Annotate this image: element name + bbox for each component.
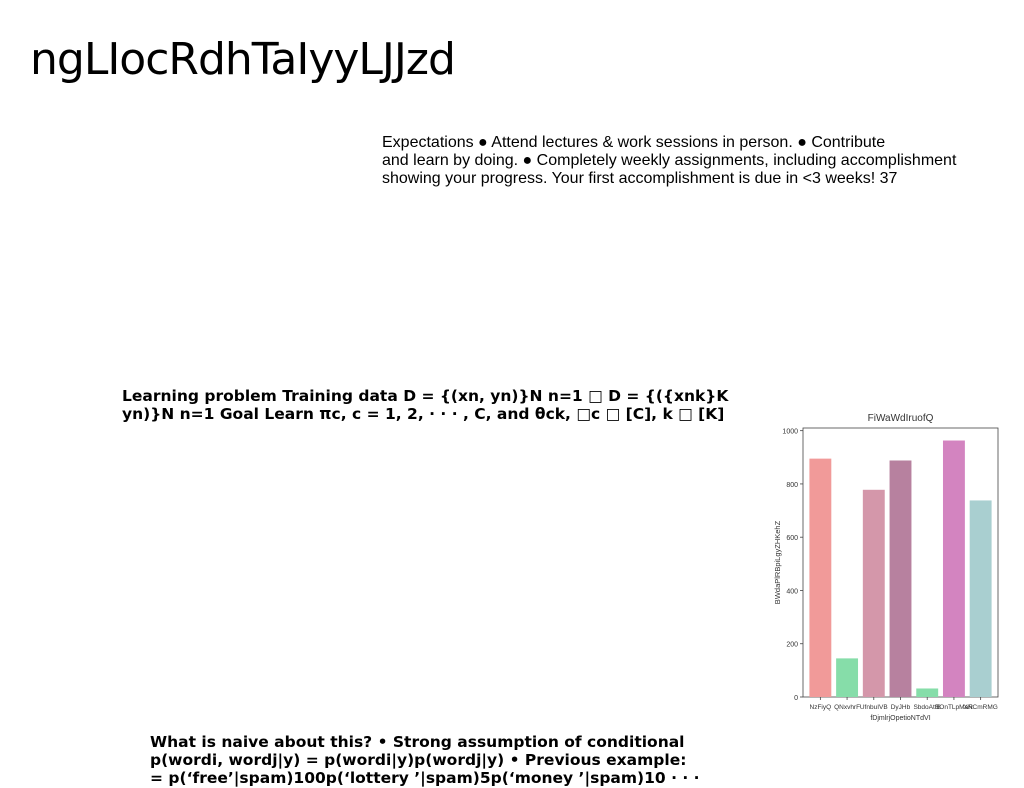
y-tick-label: 200 [786, 642, 798, 649]
bar [942, 440, 965, 697]
learning-problem-text: Learning problem Training data D = {(xn,… [122, 387, 728, 423]
x-tick-label: NzFiyQ [810, 704, 832, 711]
expectations-line: and learn by doing. ● Completely weekly … [382, 152, 957, 169]
learning-problem-line: yn)}N n=1 Goal Learn πc, c = 1, 2, · · ·… [122, 405, 725, 423]
page-title: ngLIocRdhTaIyyLJJzd [30, 34, 456, 85]
x-axis-label: fDjmlrjOpetioNTdVI [870, 715, 930, 722]
x-tick-label: SbdoAtfB [913, 704, 940, 711]
x-tick-label: DyJHb [891, 704, 911, 711]
bar [889, 460, 912, 697]
x-tick-label: QNxvhrF [834, 704, 860, 711]
learning-problem-line: Learning problem Training data D = {(xn,… [122, 387, 729, 405]
y-tick-label: 400 [786, 588, 798, 595]
y-tick-label: 0 [794, 695, 798, 702]
x-tick-label: BOnTLpMaR [935, 704, 973, 711]
x-tick-label: UfnbuIVB [860, 704, 888, 711]
expectations-line: Expectations ● Attend lectures & work se… [382, 134, 886, 151]
bar [862, 489, 885, 697]
naive-line: = p(‘free’|spam)100p(‘lottery ’|spam)5p(… [150, 769, 700, 787]
bar [969, 500, 992, 697]
bar-chart: FiWaWdIruofQ 0 200 400 600 800 1000 BWdaPlRBpiL… [770, 405, 1010, 735]
naive-line: p(wordi, wordj|y) = p(wordi|y)p(wordj|y)… [150, 751, 687, 769]
y-tick-label: 600 [786, 535, 798, 542]
y-axis-label: BWdaPlRBpiLgyZHKehZ [773, 520, 782, 604]
y-tick-label: 800 [786, 482, 798, 489]
bar [809, 458, 832, 697]
expectations-text: Expectations ● Attend lectures & work se… [382, 134, 982, 188]
y-tick-label: 1000 [782, 429, 798, 436]
x-tick-label: XNCmRMG [963, 704, 997, 711]
bar-chart-svg: FiWaWdIruofQ 0 200 400 600 800 1000 BWdaPlRBpiL… [773, 413, 999, 722]
expectations-line: showing your progress. Your first accomp… [382, 170, 898, 187]
naive-line: What is naive about this? • Strong assum… [150, 733, 685, 751]
bar [836, 658, 859, 697]
chart-title: FiWaWdIruofQ [868, 413, 934, 424]
bar [916, 688, 939, 697]
naive-text: What is naive about this? • Strong assum… [150, 733, 700, 787]
